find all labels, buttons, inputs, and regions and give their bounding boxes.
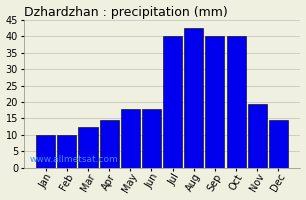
Bar [226,36,245,168]
Bar [142,109,161,168]
Bar [248,104,267,168]
Bar [121,109,140,168]
Bar [205,36,224,168]
Bar [269,120,288,168]
Text: www.allmetsat.com: www.allmetsat.com [29,155,118,164]
Text: Dzhardzhan : precipitation (mm): Dzhardzhan : precipitation (mm) [24,6,227,19]
Bar [36,135,55,168]
Bar [57,135,76,168]
Bar [100,120,119,168]
Bar [79,127,98,168]
Bar [184,28,203,168]
Bar [163,36,182,168]
